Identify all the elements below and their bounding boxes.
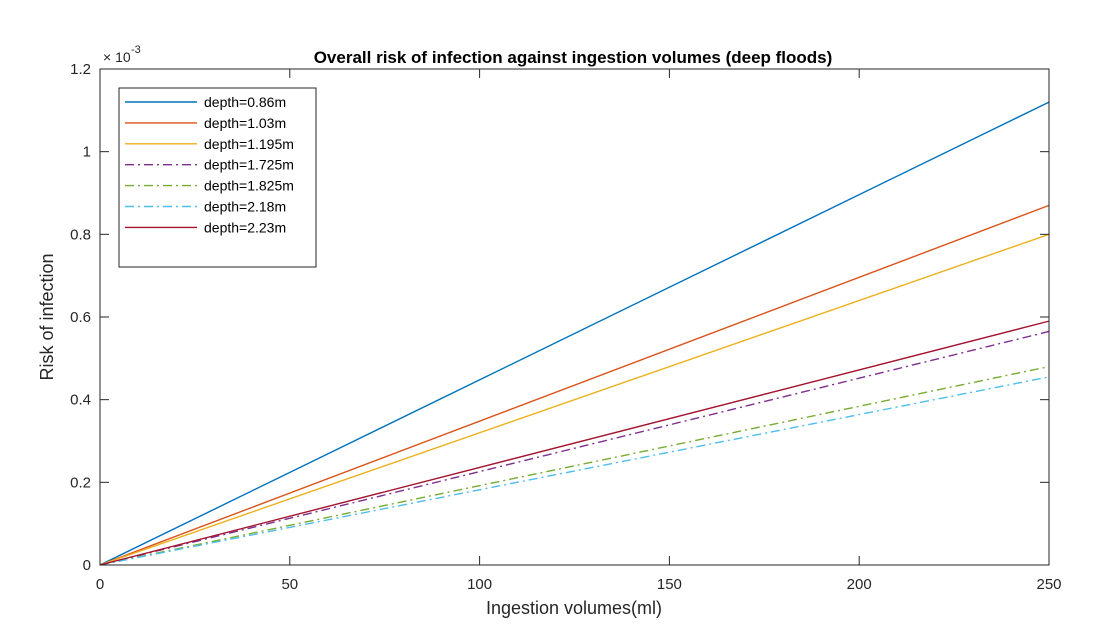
series-line — [99, 101, 1050, 566]
series-line — [99, 320, 1050, 566]
legend-label: depth=1.725m — [204, 157, 294, 173]
y-tick-label: 0.2 — [70, 474, 91, 491]
legend-label: depth=0.86m — [204, 94, 286, 110]
x-tick-label: 150 — [657, 576, 682, 593]
x-axis-label: Ingestion volumes(ml) — [486, 598, 662, 618]
series-layer — [99, 101, 1050, 566]
series-line — [99, 376, 1050, 566]
series-line — [99, 204, 1050, 566]
y-tick-label: 0 — [83, 557, 91, 574]
y-exponent-label: × 10 -3 — [103, 44, 141, 65]
legend: depth=0.86m depth=1.03m depth=1.195m depth=… — [118, 87, 317, 268]
y-axis-ticks: 0 0.2 0.4 0.6 0.8 1 1.2 — [70, 61, 1049, 574]
x-tick-label: 100 — [467, 576, 492, 593]
y-exponent-power: -3 — [131, 44, 141, 56]
legend-label: depth=2.23m — [204, 219, 286, 235]
legend-label: depth=2.18m — [204, 199, 286, 215]
y-exponent-base: × 10 — [103, 49, 131, 65]
x-tick-label: 250 — [1036, 576, 1061, 593]
y-tick-label: 1.2 — [70, 61, 91, 78]
legend-label: depth=1.825m — [204, 178, 294, 194]
legend-box — [118, 87, 317, 268]
x-tick-label: 200 — [847, 576, 872, 593]
y-tick-label: 0.4 — [70, 392, 91, 409]
legend-label: depth=1.195m — [204, 136, 294, 152]
x-tick-label: 50 — [281, 576, 298, 593]
y-tick-label: 1 — [83, 144, 91, 161]
y-tick-label: 0.6 — [70, 309, 91, 326]
y-tick-label: 0.8 — [70, 226, 91, 243]
y-axis-label: Risk of infection — [37, 253, 57, 380]
x-axis-ticks: 0 50 100 150 200 250 — [96, 69, 1062, 593]
series-line — [99, 330, 1050, 566]
legend-label: depth=1.03m — [204, 115, 286, 131]
x-tick-label: 0 — [96, 576, 104, 593]
chart-title: Overall risk of infection against ingest… — [314, 48, 833, 67]
series-line — [99, 233, 1050, 566]
